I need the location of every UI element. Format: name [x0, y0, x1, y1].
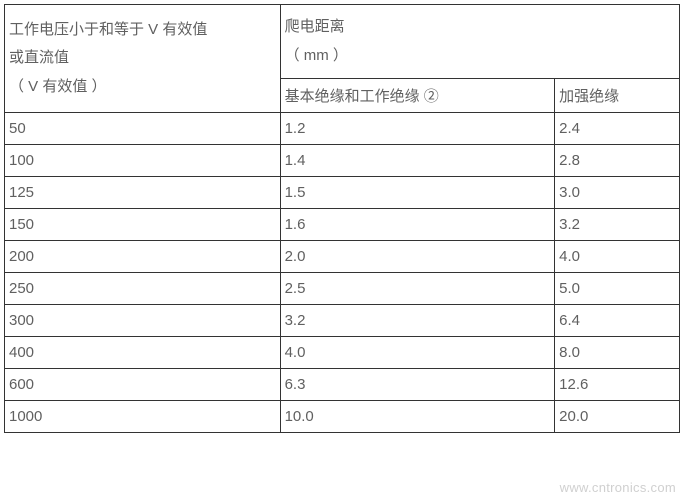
basic-insulation-cell: 1.5	[280, 177, 555, 209]
table-row: 100010.020.0	[5, 401, 680, 433]
table-row: 501.22.4	[5, 113, 680, 145]
reinforced-insulation-cell: 20.0	[555, 401, 680, 433]
voltage-header-line2: 或直流值	[9, 44, 276, 73]
basic-insulation-cell: 2.0	[280, 241, 555, 273]
basic-insulation-cell: 1.2	[280, 113, 555, 145]
reinforced-insulation-cell: 2.4	[555, 113, 680, 145]
basic-insulation-cell: 1.4	[280, 145, 555, 177]
creepage-header-line2: （ mm ）	[285, 42, 675, 71]
basic-insulation-cell: 6.3	[280, 369, 555, 401]
watermark-text: www.cntronics.com	[560, 480, 676, 495]
voltage-cell: 600	[5, 369, 281, 401]
voltage-header-line3: （ V 有效值 ）	[9, 73, 276, 102]
reinforced-insulation-cell: 5.0	[555, 273, 680, 305]
voltage-cell: 1000	[5, 401, 281, 433]
voltage-header: 工作电压小于和等于 V 有效值 或直流值 （ V 有效值 ）	[5, 5, 281, 113]
voltage-cell: 50	[5, 113, 281, 145]
reinforced-insulation-cell: 8.0	[555, 337, 680, 369]
table-row: 4004.08.0	[5, 337, 680, 369]
voltage-cell: 200	[5, 241, 281, 273]
table-body: 501.22.41001.42.81251.53.01501.63.22002.…	[5, 113, 680, 433]
table-row: 2002.04.0	[5, 241, 680, 273]
creepage-header-line1: 爬电距离	[285, 13, 675, 42]
basic-insulation-cell: 1.6	[280, 209, 555, 241]
voltage-cell: 250	[5, 273, 281, 305]
voltage-header-line1: 工作电压小于和等于 V 有效值	[9, 16, 276, 45]
table-row: 2502.55.0	[5, 273, 680, 305]
reinforced-insulation-cell: 3.0	[555, 177, 680, 209]
table-row: 6006.312.6	[5, 369, 680, 401]
creepage-header: 爬电距离 （ mm ）	[280, 5, 679, 79]
basic-insulation-cell: 2.5	[280, 273, 555, 305]
reinforced-insulation-cell: 4.0	[555, 241, 680, 273]
table-row: 1251.53.0	[5, 177, 680, 209]
voltage-cell: 100	[5, 145, 281, 177]
voltage-cell: 125	[5, 177, 281, 209]
voltage-cell: 300	[5, 305, 281, 337]
table-row: 1501.63.2	[5, 209, 680, 241]
basic-insulation-cell: 3.2	[280, 305, 555, 337]
reinforced-insulation-header: 加强绝缘	[555, 79, 680, 113]
reinforced-insulation-cell: 6.4	[555, 305, 680, 337]
reinforced-insulation-cell: 2.8	[555, 145, 680, 177]
reinforced-insulation-cell: 12.6	[555, 369, 680, 401]
table-row: 3003.26.4	[5, 305, 680, 337]
basic-insulation-cell: 4.0	[280, 337, 555, 369]
basic-insulation-cell: 10.0	[280, 401, 555, 433]
reinforced-insulation-cell: 3.2	[555, 209, 680, 241]
voltage-cell: 400	[5, 337, 281, 369]
creepage-distance-table: 工作电压小于和等于 V 有效值 或直流值 （ V 有效值 ） 爬电距离 （ mm…	[4, 4, 680, 433]
table-row: 1001.42.8	[5, 145, 680, 177]
basic-insulation-header: 基本绝缘和工作绝缘 ②	[280, 79, 555, 113]
voltage-cell: 150	[5, 209, 281, 241]
